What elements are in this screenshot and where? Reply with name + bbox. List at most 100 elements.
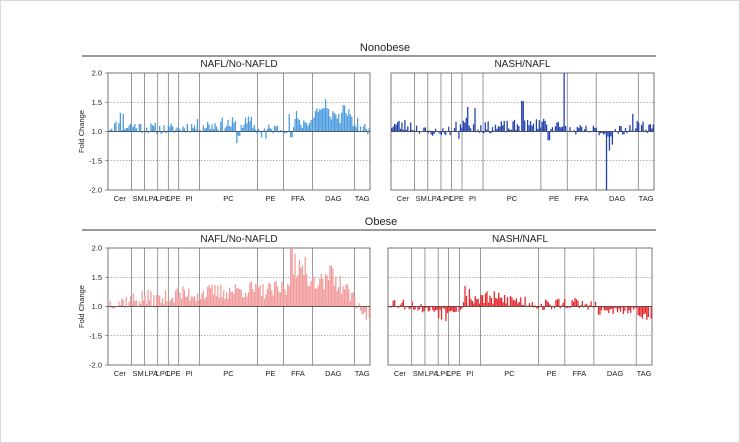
bar bbox=[272, 131, 274, 134]
bar bbox=[269, 128, 271, 132]
bar bbox=[230, 291, 232, 307]
bar bbox=[458, 306, 460, 313]
bar bbox=[339, 275, 341, 307]
bar bbox=[527, 305, 529, 307]
bar bbox=[147, 131, 149, 134]
bar bbox=[560, 127, 562, 132]
bar bbox=[550, 306, 553, 310]
bar bbox=[150, 290, 152, 307]
bar bbox=[135, 300, 138, 307]
bar bbox=[128, 125, 130, 132]
bar bbox=[109, 300, 111, 307]
bar bbox=[534, 305, 537, 307]
bar bbox=[638, 306, 641, 316]
bar bbox=[122, 113, 124, 132]
bar bbox=[484, 122, 486, 132]
bar bbox=[407, 126, 409, 132]
bar bbox=[291, 248, 293, 307]
bar bbox=[486, 129, 488, 132]
bar bbox=[281, 130, 283, 132]
bar bbox=[183, 289, 186, 307]
bar bbox=[343, 289, 346, 307]
bar bbox=[492, 303, 494, 307]
bar bbox=[176, 127, 178, 132]
bar bbox=[361, 306, 363, 315]
bar bbox=[391, 128, 393, 132]
bar bbox=[524, 120, 526, 132]
panel-title: NASH/NAFL bbox=[492, 234, 549, 245]
bar bbox=[265, 294, 267, 307]
bar bbox=[418, 306, 421, 310]
bar bbox=[304, 122, 306, 132]
bar bbox=[468, 288, 471, 307]
bar bbox=[324, 273, 327, 307]
bar bbox=[559, 126, 561, 132]
bar bbox=[265, 131, 267, 139]
bar bbox=[551, 127, 554, 132]
bar bbox=[440, 306, 443, 320]
bar bbox=[349, 114, 351, 132]
bar bbox=[319, 278, 321, 307]
bar bbox=[459, 306, 462, 310]
bar bbox=[611, 306, 613, 309]
bar bbox=[193, 296, 196, 307]
bar bbox=[220, 121, 222, 132]
bar bbox=[227, 119, 229, 132]
bar bbox=[634, 306, 636, 308]
bar bbox=[362, 126, 365, 132]
bar bbox=[616, 306, 619, 313]
bar bbox=[234, 284, 236, 307]
bar bbox=[619, 126, 621, 132]
bar bbox=[568, 306, 570, 308]
bar bbox=[182, 126, 184, 132]
bar bbox=[467, 106, 469, 132]
bar bbox=[310, 281, 312, 307]
bar bbox=[522, 101, 524, 132]
bar bbox=[191, 124, 193, 132]
bar bbox=[640, 306, 642, 317]
bar bbox=[287, 283, 289, 307]
bar bbox=[119, 305, 121, 307]
bar bbox=[483, 131, 485, 134]
bar bbox=[215, 296, 218, 307]
bar bbox=[645, 129, 647, 132]
y-axis-label: Fold Change bbox=[77, 110, 86, 153]
bar bbox=[540, 127, 542, 132]
bar bbox=[234, 120, 236, 132]
bar bbox=[127, 127, 129, 132]
bar bbox=[342, 286, 344, 307]
bar bbox=[462, 302, 465, 307]
bar bbox=[443, 131, 445, 134]
bar bbox=[223, 290, 225, 307]
bar bbox=[239, 131, 241, 136]
bar bbox=[433, 131, 435, 134]
bar bbox=[572, 301, 575, 307]
bar bbox=[600, 131, 602, 134]
bar bbox=[154, 306, 156, 308]
bar bbox=[109, 129, 111, 132]
bar bbox=[279, 292, 282, 307]
bar bbox=[578, 306, 581, 309]
group-label: PC bbox=[507, 194, 518, 203]
bar bbox=[306, 274, 308, 307]
bar bbox=[179, 129, 181, 132]
bar bbox=[313, 117, 315, 132]
group-label: FFA bbox=[291, 194, 305, 203]
bar bbox=[474, 296, 476, 307]
bar bbox=[128, 301, 130, 307]
bar bbox=[156, 294, 158, 307]
bar bbox=[445, 131, 447, 136]
bar bbox=[603, 306, 605, 311]
bar bbox=[507, 128, 510, 132]
bar bbox=[626, 131, 628, 134]
bar bbox=[246, 123, 248, 132]
group-label: LPC bbox=[436, 369, 451, 378]
bar bbox=[231, 291, 234, 307]
group-label: PI bbox=[186, 194, 193, 203]
bar bbox=[538, 120, 540, 132]
bar bbox=[140, 303, 142, 307]
bar bbox=[322, 108, 324, 132]
group-label: DAG bbox=[609, 194, 625, 203]
section-title-obese: Obese bbox=[365, 216, 397, 228]
